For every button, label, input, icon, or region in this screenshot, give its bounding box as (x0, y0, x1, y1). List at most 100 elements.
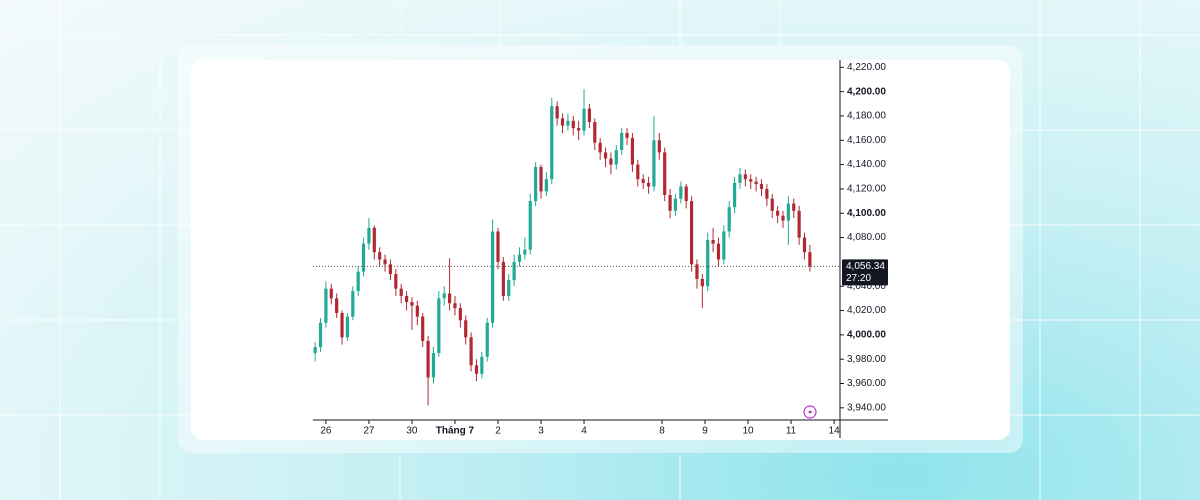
candle (689, 196, 694, 272)
candle-body (802, 237, 807, 253)
candle (550, 97, 554, 185)
candle (458, 303, 462, 328)
candle (324, 281, 328, 328)
candle (776, 205, 780, 223)
candle (770, 193, 774, 219)
candle-body (603, 152, 608, 159)
x-tick-label: 10 (742, 426, 754, 437)
candle (426, 336, 430, 406)
candle (560, 113, 565, 133)
candle (646, 176, 651, 194)
candle (620, 128, 624, 155)
candle (555, 101, 559, 126)
candle (399, 283, 403, 304)
candle (797, 205, 801, 245)
candle-body (523, 249, 527, 255)
candle-body (453, 303, 457, 309)
candle (372, 225, 376, 260)
candle (539, 164, 543, 199)
candle (453, 295, 457, 316)
candle (480, 351, 484, 379)
countdown-label: 27:20 (846, 273, 871, 284)
candle (700, 274, 704, 309)
candle (593, 118, 597, 150)
candle-body (776, 210, 780, 216)
candle-body (410, 302, 414, 306)
candle (491, 219, 495, 328)
candle (383, 254, 387, 272)
candle-body (544, 179, 548, 192)
candle-body (388, 264, 393, 275)
x-tick-label: 14 (829, 426, 841, 437)
candle (722, 225, 726, 265)
candle (335, 293, 339, 318)
candle-body (329, 288, 333, 299)
candle (587, 103, 592, 129)
candle (313, 342, 317, 362)
candle-body (361, 243, 366, 272)
candle-body (415, 305, 419, 317)
candle (614, 145, 618, 170)
candle (442, 286, 446, 306)
candle (641, 174, 645, 189)
candle-body (571, 120, 575, 129)
y-tick-label: 4,020.00 (847, 305, 886, 316)
candle-body (517, 254, 522, 262)
candle-body (625, 132, 629, 138)
candle-body (609, 158, 613, 165)
candle (571, 115, 575, 136)
candle (792, 198, 796, 219)
candle-body (646, 182, 651, 187)
candle-body (797, 210, 801, 238)
candle-body (313, 347, 317, 354)
candle-body (528, 201, 532, 250)
candle-body (727, 207, 731, 232)
candle-body (743, 174, 747, 180)
candle-body (383, 259, 387, 265)
candle-body (340, 312, 344, 338)
candle-body (421, 316, 425, 341)
candle-body (367, 227, 371, 244)
candle-body (345, 316, 350, 338)
candle (711, 227, 715, 253)
candle-body (480, 356, 484, 374)
candle-body (399, 288, 403, 296)
candle (474, 359, 479, 382)
x-tick-label: 26 (320, 426, 332, 437)
candle (517, 247, 522, 267)
candle (356, 266, 360, 296)
candle (447, 258, 452, 311)
candle (437, 291, 441, 357)
candle-body (738, 174, 742, 183)
candle (394, 269, 398, 296)
candle-body (372, 227, 376, 253)
candle (501, 257, 505, 301)
candle (706, 232, 710, 292)
candle (598, 137, 602, 160)
y-tick-label: 4,080.00 (847, 232, 886, 243)
candle-body (636, 164, 640, 180)
candle-body (749, 179, 753, 182)
candle-body (733, 182, 737, 208)
candle-body (765, 188, 769, 199)
candle (421, 312, 425, 348)
y-tick-label: 3,940.00 (847, 402, 886, 413)
candle-body (668, 195, 672, 211)
candle (802, 232, 807, 260)
candle-body (356, 271, 360, 292)
candle-body (781, 215, 785, 221)
candle-body (722, 231, 726, 260)
candle-body (630, 137, 635, 165)
candle (630, 132, 635, 172)
candle (528, 193, 532, 255)
candle (663, 147, 667, 202)
candle (534, 162, 538, 206)
candle (566, 113, 570, 131)
candle (679, 181, 683, 204)
lightning-icon[interactable] (803, 405, 817, 419)
candle-body (555, 106, 559, 119)
candle (318, 317, 323, 352)
candle-body (464, 320, 468, 338)
candle-body (695, 264, 699, 279)
candle (577, 120, 581, 141)
